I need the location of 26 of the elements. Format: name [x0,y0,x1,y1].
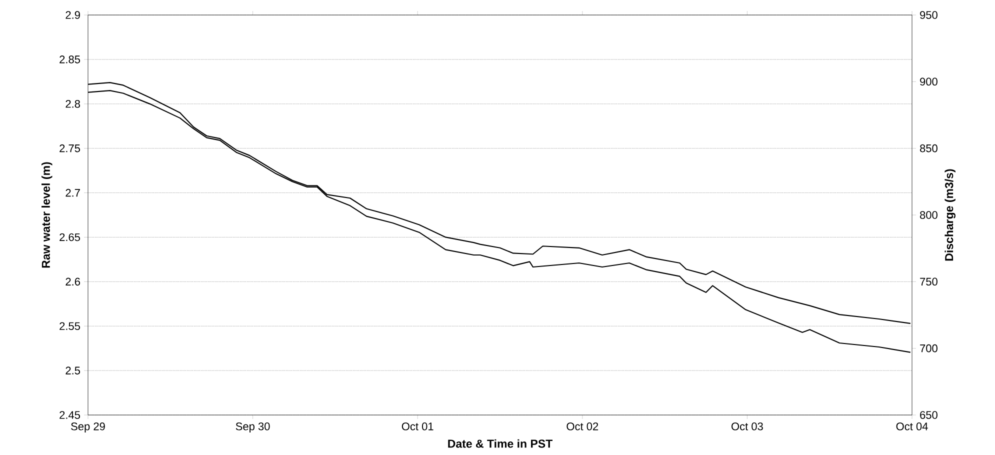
y2-tick-label: 850 [920,144,938,152]
y-tick-label: 2.55 [60,322,80,330]
x-tick-label: Oct 02 [566,422,598,430]
x-tick-label: Sep 29 [71,422,105,432]
y2-axis-title: Discharge (m3/s) [944,169,956,261]
y2-tick-label: 800 [920,211,938,219]
y-tick-label: 2.9 [66,11,80,19]
y2-tick-label: 650 [920,411,938,419]
y-tick-label: 2.85 [60,56,80,64]
x-tick-label: Oct 01 [402,422,434,430]
y2-tick-label: 700 [920,344,938,352]
y-tick-label: 2.75 [60,144,80,152]
y-tick-label: 2.6 [66,278,80,286]
x-tick-label: Oct 04 [896,422,928,430]
y-tick-label: 2.7 [66,188,80,197]
y-tick-label: 2.8 [66,100,80,108]
y2-tick-label: 900 [920,78,938,86]
y-axis-title: Raw water level (m) [42,162,52,268]
y2-tick-label: 750 [920,278,938,286]
y-tick-label: 2.45 [60,411,80,419]
y-tick-label: 2.5 [66,366,80,374]
x-tick-label: Sep 30 [236,422,270,432]
y2-tick-label: 950 [920,11,938,19]
x-axis-title: Date & Time in PST [448,439,552,448]
y-tick-label: 2.65 [60,233,80,242]
x-tick-label: Oct 03 [732,422,763,430]
